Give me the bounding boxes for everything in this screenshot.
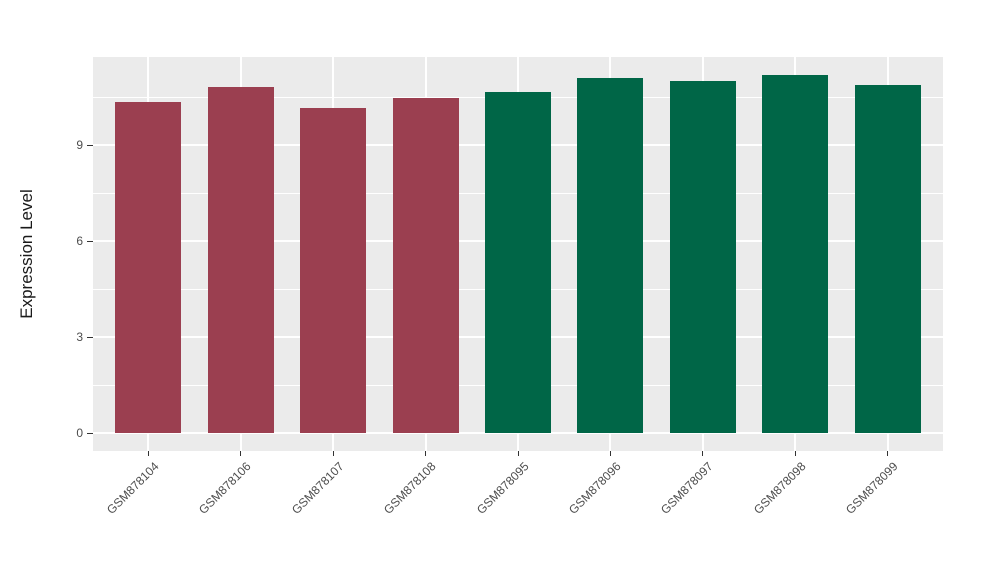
- x-tick-label: GSM878108: [381, 459, 439, 517]
- bar-GSM878099: [854, 84, 921, 433]
- x-tick-label: GSM878096: [566, 459, 624, 517]
- y-axis-title: Expression Level: [17, 189, 36, 319]
- bar-GSM878095: [485, 91, 551, 433]
- x-tick-label: GSM878097: [658, 459, 716, 517]
- y-tick-mark: [87, 240, 93, 242]
- x-tick-label: GSM878098: [750, 459, 809, 517]
- x-tick-mark: [887, 451, 889, 456]
- y-tick-label: 3: [76, 330, 83, 344]
- y-tick-label: 6: [76, 234, 83, 248]
- bar-GSM878096: [577, 78, 644, 433]
- y-tick-label: 0: [76, 426, 83, 440]
- x-tick-label: GSM878106: [196, 459, 255, 517]
- x-tick-mark: [147, 451, 149, 456]
- x-tick-mark: [702, 451, 704, 456]
- bar-GSM878104: [115, 102, 182, 433]
- x-tick-label: GSM878107: [288, 459, 347, 517]
- bar-GSM878097: [669, 81, 736, 433]
- x-tick-mark: [794, 451, 796, 456]
- x-tick-label: GSM878099: [843, 459, 901, 517]
- y-tick-label: 9: [76, 138, 83, 152]
- plot-panel: [93, 57, 943, 451]
- x-tick-mark: [425, 451, 427, 456]
- bar-GSM878098: [762, 74, 829, 433]
- x-tick-label: GSM878095: [473, 459, 532, 517]
- x-tick-label: GSM878104: [104, 459, 162, 517]
- bar-GSM878107: [300, 107, 367, 433]
- x-tick-mark: [517, 451, 519, 456]
- bar-GSM878106: [207, 87, 274, 433]
- x-tick-mark: [240, 451, 242, 456]
- y-tick-mark: [87, 432, 93, 434]
- bar-GSM878108: [392, 97, 459, 433]
- x-tick-mark: [609, 451, 611, 456]
- y-tick-mark: [87, 144, 93, 146]
- x-tick-mark: [332, 451, 334, 456]
- y-tick-mark: [87, 336, 93, 338]
